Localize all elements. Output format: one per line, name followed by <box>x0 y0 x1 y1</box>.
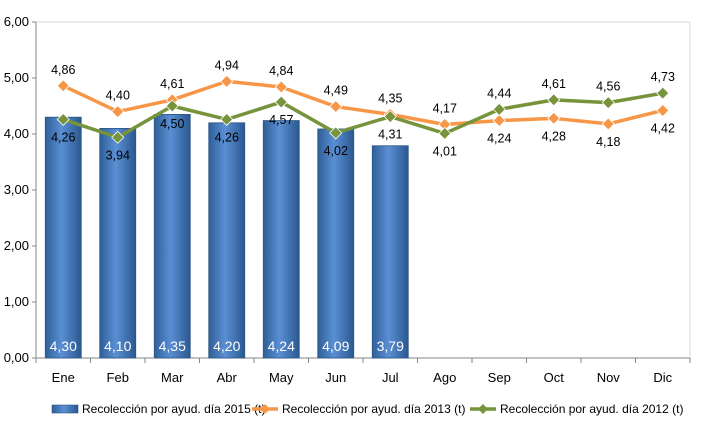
y-tick-label: 1,00 <box>4 294 29 309</box>
x-tick-label: Oct <box>544 370 565 385</box>
x-tick-label: Nov <box>597 370 621 385</box>
bar-value-label: 4,30 <box>50 338 77 354</box>
line-marker <box>438 126 452 141</box>
line-marker <box>274 80 288 94</box>
bar <box>262 120 300 359</box>
line-value-label: 4,26 <box>215 130 239 144</box>
line-marker <box>56 79 70 93</box>
legend-swatch-bar <box>51 404 79 414</box>
line-marker <box>383 110 397 124</box>
legend-swatch-marker <box>478 404 488 414</box>
series-line <box>62 91 664 140</box>
bar-value-label: 4,24 <box>268 338 295 354</box>
line-marker <box>656 103 670 118</box>
legend: Recolección por ayud. día 2015 (t) Recole… <box>51 402 683 416</box>
y-tick-label: 0,00 <box>4 350 29 365</box>
line-marker <box>492 102 506 116</box>
line-value-label: 4,01 <box>433 144 457 158</box>
bar <box>99 127 137 359</box>
line-value-label: 4,02 <box>324 144 348 158</box>
x-tick-label: Dic <box>653 370 672 385</box>
line-marker <box>220 112 234 127</box>
line-marker <box>492 113 506 128</box>
line-marker <box>656 86 670 100</box>
legend-swatch-marker <box>260 404 270 414</box>
bar-value-label: 4,35 <box>159 338 186 354</box>
line-value-label: 4,57 <box>269 113 293 127</box>
x-tick-label: Mar <box>161 370 184 385</box>
line-value-label: 4,84 <box>269 64 293 78</box>
line-marker <box>601 117 615 131</box>
line-value-label: 4,18 <box>596 135 620 149</box>
bar-value-label: 4,20 <box>213 338 240 354</box>
line-marker <box>165 99 179 113</box>
line-marker <box>220 74 234 88</box>
data-labels: 4,30 4,10 4,35 4,20 4,24 4,09 3,79 4,86 4,26 4,40… <box>50 58 675 354</box>
plot-area <box>35 21 691 359</box>
line-value-label: 4,86 <box>51 63 75 77</box>
line-value-label: 4,24 <box>487 132 511 146</box>
line-value-label: 4,49 <box>324 84 348 98</box>
line-marker <box>274 95 288 109</box>
line-marker <box>111 105 125 119</box>
x-axis: Ene Feb Mar Abr May Jun Jul Ago Sep Oct Nov Dic <box>35 357 691 385</box>
line-value-label: 4,26 <box>51 130 75 144</box>
bar-value-label: 4,09 <box>322 338 349 354</box>
x-tick-label: May <box>269 370 294 385</box>
line-series <box>56 74 670 144</box>
line-value-label: 4,94 <box>215 58 239 72</box>
bar-value-label: 3,79 <box>377 338 404 354</box>
line-marker <box>547 93 561 107</box>
y-tick-label: 6,00 <box>4 14 29 29</box>
x-tick-label: Ago <box>433 370 456 385</box>
line-value-label: 4,61 <box>160 77 184 91</box>
bar <box>208 122 246 359</box>
x-tick-label: Ene <box>52 370 75 385</box>
line-marker <box>329 99 343 114</box>
y-tick-label: 2,00 <box>4 238 29 253</box>
bar <box>153 114 191 359</box>
line-value-label: 4,56 <box>596 80 620 94</box>
legend-label: Recolección por ayud. día 2013 (t) <box>282 402 465 416</box>
line-value-label: 4,17 <box>433 101 457 115</box>
line-value-label: 4,35 <box>378 91 402 105</box>
line-value-label: 4,73 <box>651 70 675 84</box>
y-tick-label: 4,00 <box>4 126 29 141</box>
legend-label: Recolección por ayud. día 2012 (t) <box>500 402 683 416</box>
line-value-label: 4,40 <box>106 89 130 103</box>
x-tick-label: Sep <box>488 370 511 385</box>
y-tick-label: 3,00 <box>4 182 29 197</box>
x-tick-label: Abr <box>217 370 238 385</box>
line-marker <box>56 112 70 127</box>
line-value-label: 4,42 <box>651 121 675 135</box>
line-value-label: 3,94 <box>106 148 130 162</box>
y-tick-label: 5,00 <box>4 70 29 85</box>
line-value-label: 4,50 <box>160 117 184 131</box>
bar <box>371 145 409 359</box>
line-value-label: 4,44 <box>487 86 511 100</box>
bar-value-label: 4,10 <box>104 338 131 354</box>
line-marker <box>329 126 343 140</box>
bar <box>44 116 82 359</box>
line-marker <box>601 96 615 110</box>
line-value-label: 4,61 <box>542 77 566 91</box>
line-value-label: 4,28 <box>542 129 566 143</box>
bar <box>317 128 355 359</box>
bar-series-2015 <box>44 114 409 359</box>
x-tick-label: Jul <box>382 370 399 385</box>
legend-label: Recolección por ayud. día 2015 (t) <box>82 402 265 416</box>
line-marker <box>547 111 561 125</box>
x-tick-label: Feb <box>107 370 129 385</box>
line-value-label: 4,31 <box>378 128 402 142</box>
y-axis: 0,00 1,00 2,00 3,00 4,00 5,00 6,00 <box>4 14 37 365</box>
line-marker <box>111 130 125 144</box>
series-line <box>62 79 664 127</box>
x-tick-label: Jun <box>325 370 346 385</box>
